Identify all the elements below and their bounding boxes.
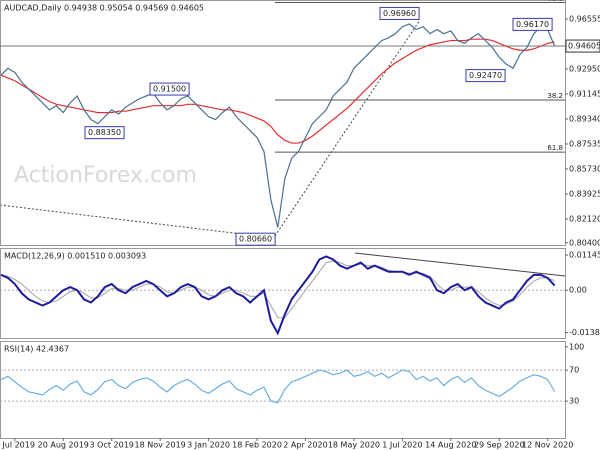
- y-tick-label: 0.82120: [569, 214, 600, 223]
- x-tick-label: 18 Feb 2020: [232, 441, 282, 450]
- trend-line: [274, 19, 421, 237]
- fib-label: 38.2: [547, 92, 563, 100]
- fib-label: 61.8: [547, 144, 563, 152]
- x-tick-label: 3 Oct 2019: [90, 441, 134, 450]
- y-tick-label: -0.013831: [569, 328, 600, 337]
- panel-frame: [0, 248, 566, 339]
- panel-frame: [0, 341, 566, 439]
- annotation-box: [235, 232, 276, 246]
- watermark: ActionForex.com: [14, 163, 197, 188]
- series-line: [0, 369, 556, 404]
- y-tick-label: 0.87535: [569, 139, 600, 148]
- series-line: [0, 38, 555, 144]
- x-tick-label: 12 Nov 2020: [522, 441, 573, 450]
- annotation-box: [512, 17, 553, 31]
- panel-title: MACD(12,26,9) 0.001510 0.003093: [4, 252, 146, 261]
- y-tick-label: 0.92950: [569, 64, 600, 73]
- annotation-label: 0.80660: [239, 235, 272, 244]
- series-line: [0, 23, 556, 228]
- x-tick-label: 20 Aug 2019: [38, 441, 89, 450]
- y-tick-label: 0.011452: [569, 251, 600, 260]
- x-tick-label: 29 Sep 2020: [474, 441, 525, 450]
- annotation-label: 0.96170: [516, 20, 549, 29]
- y-tick-label: 0.85730: [569, 164, 600, 173]
- y-tick-label: 0.80400: [569, 238, 600, 247]
- fib-label: 61.8: [547, 0, 563, 2]
- x-tick-label: 5 Jul 2019: [0, 441, 35, 450]
- annotation-label: 0.88350: [88, 128, 121, 137]
- y-tick-label: 0.83925: [569, 189, 600, 198]
- x-tick-label: 14 Aug 2020: [425, 441, 476, 450]
- annotation-box: [84, 126, 125, 140]
- annotation-box: [149, 82, 190, 96]
- y-tick-label: 70: [569, 366, 579, 375]
- x-tick-label: 3 Jan 2020: [187, 441, 230, 450]
- panel-title: AUDCAD,Daily 0.94938 0.95054 0.94569 0.9…: [4, 4, 204, 13]
- annotation-box: [465, 69, 506, 83]
- annotation-label: 0.96960: [383, 9, 416, 18]
- y-tick-label: 0.00: [569, 286, 587, 295]
- panel-frame: [0, 0, 566, 246]
- x-tick-label: 18 Nov 2019: [135, 441, 186, 450]
- last-price-label: 0.94605: [568, 42, 600, 51]
- panel-title: RSI(14) 42.4367: [4, 345, 69, 354]
- annotation-label: 0.92470: [469, 71, 502, 80]
- last-price-box: [565, 39, 600, 53]
- trend-line: [0, 204, 276, 239]
- series-line: [0, 260, 555, 319]
- y-tick-label: 0.89340: [569, 114, 600, 123]
- annotation-box: [379, 6, 420, 20]
- y-tick-label: 0.91145: [569, 89, 600, 98]
- y-tick-label: 0.96555: [569, 15, 600, 24]
- y-tick-label: 30: [569, 397, 579, 406]
- macd-trend-line: [354, 252, 566, 277]
- y-tick-label: 100: [569, 342, 584, 351]
- x-tick-label: 2 Apr 2020: [283, 441, 327, 450]
- x-tick-label: 1 Jul 2020: [382, 441, 422, 450]
- annotation-label: 0.91500: [153, 85, 186, 94]
- series-line: [0, 255, 556, 336]
- x-tick-label: 18 May 2020: [328, 441, 380, 450]
